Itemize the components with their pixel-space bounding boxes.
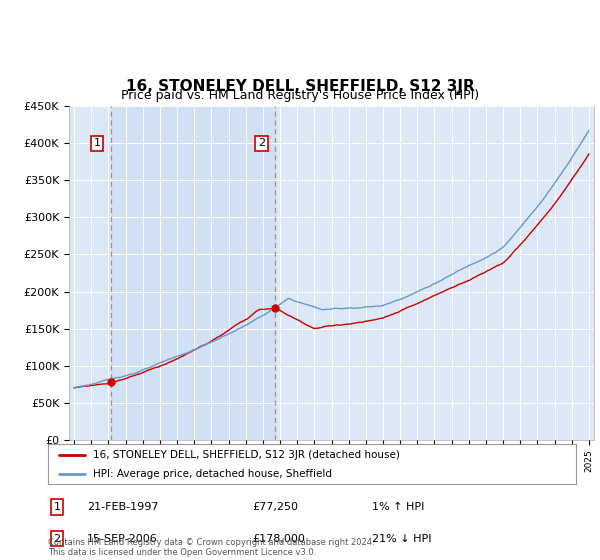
- Text: 16, STONELEY DELL, SHEFFIELD, S12 3JR: 16, STONELEY DELL, SHEFFIELD, S12 3JR: [125, 78, 475, 94]
- Text: 2: 2: [258, 138, 265, 148]
- Text: 1% ↑ HPI: 1% ↑ HPI: [372, 502, 424, 512]
- Text: 16, STONELEY DELL, SHEFFIELD, S12 3JR (detached house): 16, STONELEY DELL, SHEFFIELD, S12 3JR (d…: [93, 450, 400, 460]
- Text: 1: 1: [94, 138, 101, 148]
- Text: £77,250: £77,250: [252, 502, 298, 512]
- Text: HPI: Average price, detached house, Sheffield: HPI: Average price, detached house, Shef…: [93, 469, 332, 478]
- Text: 21-FEB-1997: 21-FEB-1997: [87, 502, 158, 512]
- Text: 15-SEP-2006: 15-SEP-2006: [87, 534, 158, 544]
- Text: 21% ↓ HPI: 21% ↓ HPI: [372, 534, 431, 544]
- Text: 1: 1: [53, 502, 61, 512]
- Text: 2: 2: [53, 534, 61, 544]
- Text: Contains HM Land Registry data © Crown copyright and database right 2024.
This d: Contains HM Land Registry data © Crown c…: [48, 538, 374, 557]
- Text: Price paid vs. HM Land Registry's House Price Index (HPI): Price paid vs. HM Land Registry's House …: [121, 90, 479, 102]
- Bar: [111, 106, 275, 440]
- Text: £178,000: £178,000: [252, 534, 305, 544]
